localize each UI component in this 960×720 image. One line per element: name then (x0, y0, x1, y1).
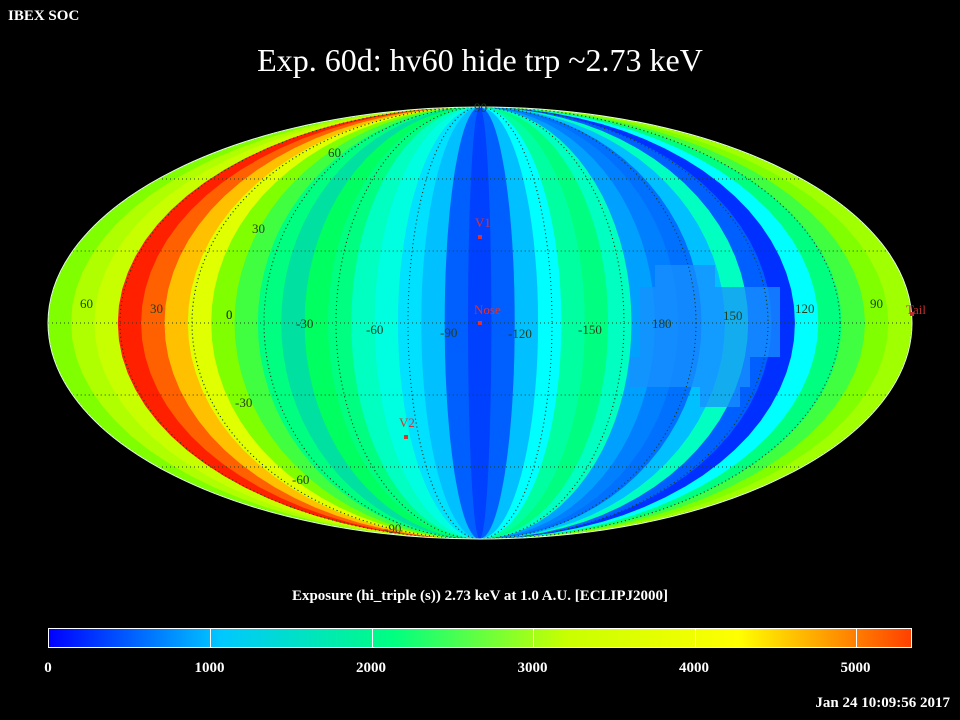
colorbar-tick-label: 1000 (194, 660, 225, 676)
longitude-label: -60 (366, 322, 383, 337)
longitude-label: 0 (226, 307, 233, 322)
marker-label: Nose (474, 302, 501, 317)
longitude-labels: 60 30 0 -30 -60 -90 -120 -150 180 150 120 90 (80, 296, 883, 341)
colorbar-tick-label: 4000 (678, 660, 709, 676)
latitude-label: 60 (328, 145, 341, 160)
low-exposure-patch (700, 387, 740, 407)
colorbar-tick (371, 629, 373, 647)
longitude-label: -30 (296, 316, 313, 331)
longitude-label: 30 (150, 301, 163, 316)
longitude-line (119, 107, 841, 539)
longitude-label: -90 (440, 325, 457, 340)
colorbar-tick-label: 0 (44, 660, 52, 676)
longitude-label: 60 (80, 296, 93, 311)
map-outline (47, 106, 913, 540)
marker-label: V2 (399, 415, 415, 430)
longitude-label: 120 (795, 301, 815, 316)
low-exposure-patch (640, 287, 780, 317)
colorbar-tick (533, 629, 535, 647)
longitude-line (407, 107, 553, 539)
colorbar-tick (210, 629, 212, 647)
marker-label: Tail (906, 302, 926, 317)
marker-dot (478, 235, 482, 239)
colorbar (48, 628, 912, 648)
longitude-line (335, 107, 625, 539)
longitude-line (263, 107, 697, 539)
latitude-label: 0 (226, 307, 233, 322)
low-exposure-patch (640, 317, 780, 357)
latitude-label: -60 (292, 472, 309, 487)
longitude-line (191, 107, 769, 539)
markers: V1 Nose V2 Tail (399, 215, 926, 439)
latitude-labels: 90 60 30 0 -30 -60 -90 (226, 100, 487, 536)
low-exposure-patch (630, 357, 750, 387)
low-exposure-patch (655, 265, 715, 287)
latitude-label: 90 (474, 100, 487, 115)
colorbar-tick-label: 3000 (517, 660, 548, 676)
latitude-label: -30 (235, 395, 252, 410)
organization-label: IBEX SOC (8, 8, 80, 24)
longitude-label: -120 (508, 326, 532, 341)
latitude-label: -90 (384, 521, 401, 536)
graticule (48, 107, 912, 539)
longitude-label: 180 (652, 316, 672, 331)
marker-dot (910, 312, 914, 316)
longitude-label: 90 (870, 296, 883, 311)
colorbar-tick (694, 629, 696, 647)
colorbar-title: Exposure (hi_triple (s)) 2.73 keV at 1.0… (291, 588, 669, 604)
latitude-label: 30 (252, 221, 265, 236)
map-title: Exp. 60d: hv60 hide trp ~2.73 keV (257, 42, 703, 78)
colorbar-tick-label: 5000 (840, 660, 871, 676)
longitude-label: 150 (723, 308, 743, 323)
exposure-bands (48, 107, 912, 539)
colorbar-tick (856, 629, 858, 647)
marker-dot (404, 435, 408, 439)
marker-dot (478, 321, 482, 325)
colorbar-tick-label: 2000 (355, 660, 386, 676)
marker-label: V1 (475, 215, 491, 230)
timestamp: Jan 24 10:09:56 2017 (815, 695, 950, 711)
longitude-label: -150 (578, 322, 602, 337)
